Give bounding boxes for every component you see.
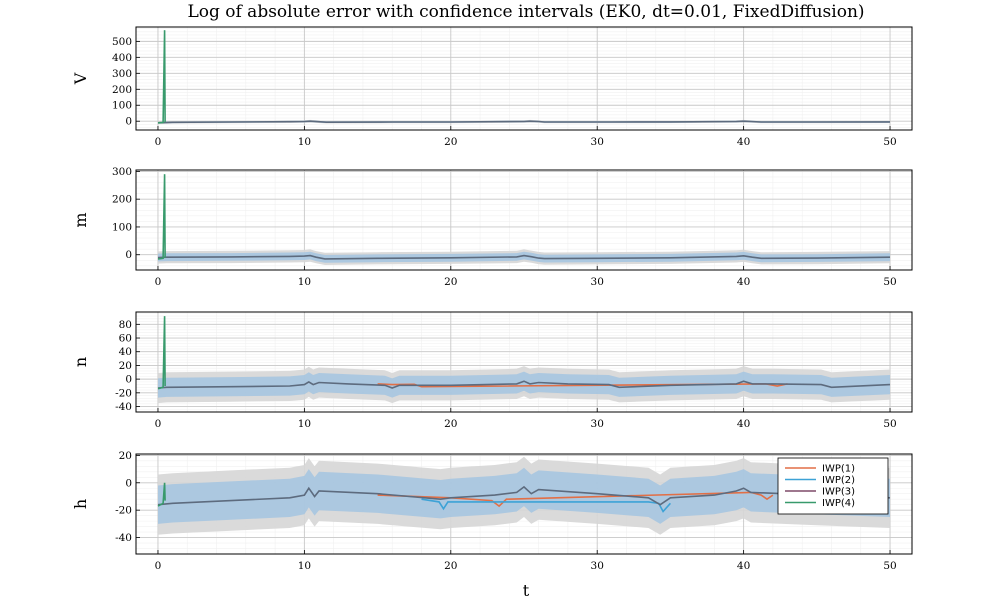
x-tick-label: 0 xyxy=(155,418,162,430)
series-line-iwp4 xyxy=(157,174,166,260)
confidence-band-inner xyxy=(158,467,890,524)
series-line-iwp3 xyxy=(157,485,891,506)
series-line-iwp4 xyxy=(157,316,166,390)
y-tick-label: 20 xyxy=(119,360,132,372)
y-tick-label: -40 xyxy=(115,401,132,413)
x-tick-label: 20 xyxy=(444,418,457,430)
series-line-iwp3 xyxy=(157,120,891,124)
plot-area xyxy=(157,30,891,125)
x-tick-label: 0 xyxy=(155,136,162,148)
y-tick-label: 100 xyxy=(112,221,132,233)
y-tick-label: 60 xyxy=(119,333,132,345)
x-tick-label: 30 xyxy=(591,276,604,288)
x-tick-label: 50 xyxy=(883,136,896,148)
y-tick-label: 0 xyxy=(125,116,132,128)
y-tick-label: -20 xyxy=(115,387,132,399)
series-line-iwp4 xyxy=(157,30,166,124)
y-tick-label: 0 xyxy=(125,249,132,261)
legend-label: IWP(2) xyxy=(822,475,855,486)
x-tick-label: 0 xyxy=(155,560,162,572)
y-axis-label: h xyxy=(71,499,90,509)
y-tick-label: 400 xyxy=(112,52,132,64)
series-line-iwp2 xyxy=(421,498,671,513)
series-line-iwp4 xyxy=(157,482,166,507)
plot-area xyxy=(157,456,891,535)
x-tick-label: 20 xyxy=(444,560,457,572)
y-axis-label: V xyxy=(71,72,90,85)
x-tick-label: 40 xyxy=(737,560,750,572)
legend-label: IWP(1) xyxy=(822,464,855,475)
x-tick-label: 40 xyxy=(737,276,750,288)
y-tick-label: 200 xyxy=(112,194,132,206)
series-line-iwp1 xyxy=(377,383,788,388)
plot-area xyxy=(157,174,891,265)
y-axis-label: m xyxy=(71,212,90,227)
series-line-iwp3 xyxy=(157,254,891,260)
y-tick-label: 200 xyxy=(112,84,132,96)
x-tick-label: 20 xyxy=(444,276,457,288)
y-tick-label: -20 xyxy=(115,505,132,517)
axes-frame xyxy=(135,311,913,413)
panel-m: 0 10 20 30 40 50 0 100 200 300 m xyxy=(71,166,913,288)
legend-label: IWP(4) xyxy=(822,498,855,509)
x-tick-label: 20 xyxy=(444,136,457,148)
y-tick-label: 40 xyxy=(119,346,132,358)
series-line-iwp3 xyxy=(157,380,891,389)
y-tick-label: 0 xyxy=(125,477,132,489)
y-tick-label: 100 xyxy=(112,100,132,112)
x-tick-label: 30 xyxy=(591,418,604,430)
x-tick-label: 10 xyxy=(298,418,311,430)
x-tick-label: 40 xyxy=(737,136,750,148)
y-tick-label: 500 xyxy=(112,36,132,48)
chart-title: Log of absolute error with confidence in… xyxy=(187,2,864,22)
series-line-iwp1 xyxy=(377,491,774,508)
x-tick-label: 50 xyxy=(883,418,896,430)
x-tick-label: 30 xyxy=(591,136,604,148)
x-tick-label: 0 xyxy=(155,276,162,288)
x-tick-label: 50 xyxy=(883,560,896,572)
x-tick-label: 10 xyxy=(298,276,311,288)
x-tick-label: 10 xyxy=(298,560,311,572)
legend-label: IWP(3) xyxy=(822,487,855,498)
y-tick-label: 0 xyxy=(125,374,132,386)
axes-frame xyxy=(135,169,913,271)
y-tick-label: 20 xyxy=(119,450,132,462)
axes-frame xyxy=(135,453,913,555)
legend: IWP(1)IWP(2)IWP(3)IWP(4) xyxy=(777,457,889,515)
y-axis-label: n xyxy=(71,357,90,367)
x-axis-label: t xyxy=(523,581,530,600)
confidence-band-inner xyxy=(158,251,890,263)
y-tick-label: 300 xyxy=(112,68,132,80)
y-tick-label: 300 xyxy=(112,166,132,178)
confidence-band-inner xyxy=(158,371,890,398)
x-tick-label: 30 xyxy=(591,560,604,572)
x-tick-label: 40 xyxy=(737,418,750,430)
axes-frame xyxy=(135,26,913,131)
plot-area xyxy=(157,316,891,404)
y-tick-label: 80 xyxy=(119,319,132,331)
x-tick-label: 50 xyxy=(883,276,896,288)
y-tick-label: -40 xyxy=(115,532,132,544)
x-tick-label: 10 xyxy=(298,136,311,148)
